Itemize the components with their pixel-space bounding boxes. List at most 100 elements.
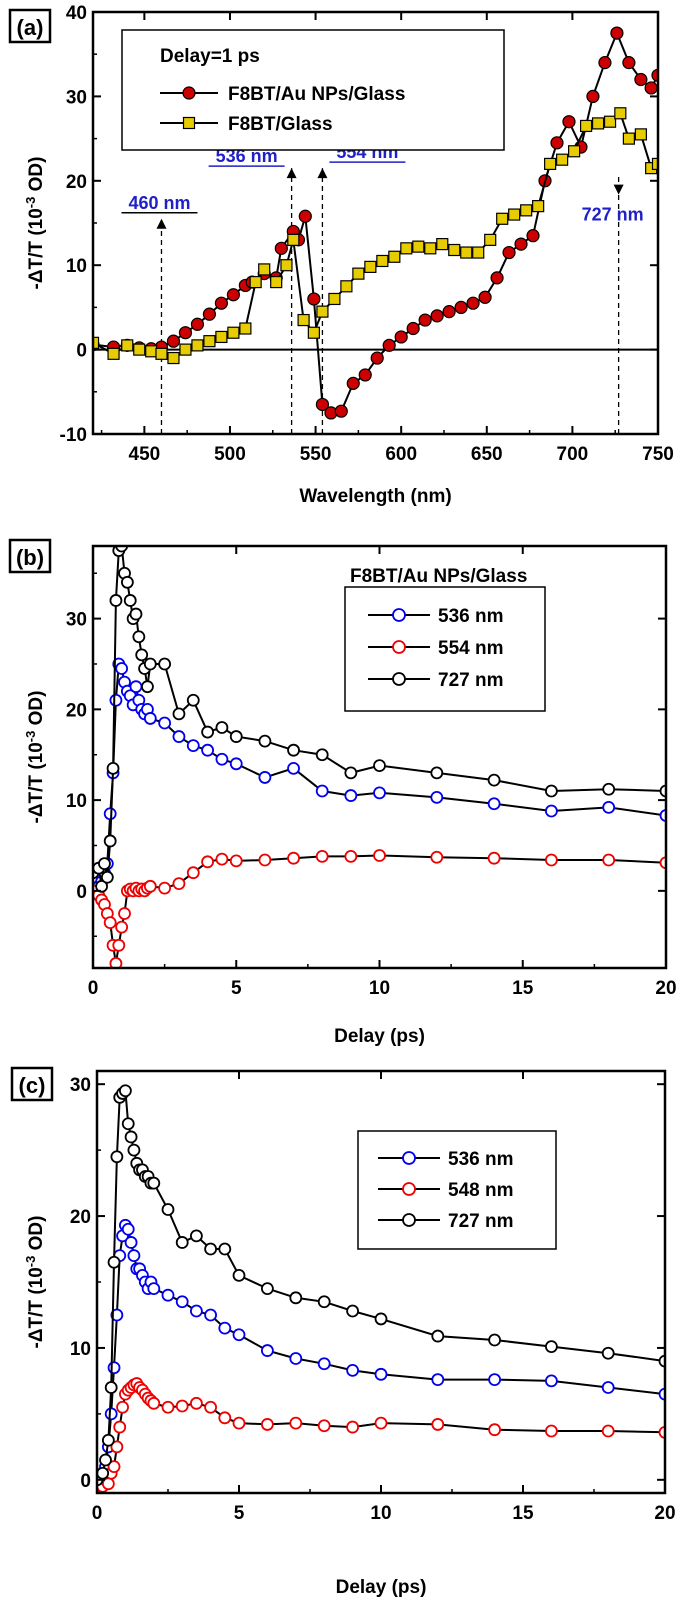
y-axis-label-unit: OD) — [26, 157, 47, 197]
data-point — [307, 326, 320, 339]
chart-panel-c: 0 5 10 15 20 0 10 20 30 Delay (ps) -ΔT/T (10-3 OD)… — [10, 1066, 676, 1598]
y-tick-label: 30 — [70, 1075, 91, 1096]
data-point — [602, 853, 616, 867]
data-point — [430, 790, 444, 804]
data-point — [110, 1150, 124, 1164]
legend-entry-label: 727 nm — [448, 1211, 513, 1232]
data-point — [658, 1387, 665, 1401]
data-point — [602, 800, 616, 814]
data-point — [260, 1418, 274, 1431]
data-point — [202, 307, 217, 321]
data-point — [113, 1420, 127, 1434]
x-tick-label: 10 — [369, 978, 390, 999]
data-point — [135, 648, 149, 662]
data-point — [622, 56, 636, 70]
data-point — [99, 1453, 112, 1467]
data-point — [610, 26, 624, 40]
data-point — [133, 343, 146, 356]
legend-marker — [402, 1213, 416, 1227]
data-point — [274, 241, 288, 255]
data-point — [123, 594, 137, 607]
data-point — [298, 209, 312, 223]
data-point — [287, 743, 300, 757]
panel-label-box — [10, 1066, 54, 1102]
data-point — [478, 290, 492, 304]
series-line-554-nm — [93, 854, 666, 964]
data-point — [109, 594, 123, 607]
data-point — [651, 68, 658, 82]
data-point — [186, 693, 200, 707]
y-tick-label: 0 — [76, 341, 87, 362]
data-point — [287, 761, 300, 775]
data-point — [591, 117, 605, 130]
data-point — [373, 849, 386, 862]
data-point — [190, 317, 205, 331]
data-point — [115, 662, 129, 675]
data-point — [172, 707, 186, 721]
x-tick-label: 500 — [214, 444, 246, 465]
data-point — [258, 853, 272, 867]
data-point — [601, 1381, 615, 1394]
data-point — [374, 1416, 388, 1430]
data-point — [143, 879, 157, 893]
data-point — [155, 347, 168, 360]
data-point — [364, 260, 377, 273]
data-point — [430, 850, 444, 864]
data-point — [317, 1419, 331, 1433]
data-point — [118, 907, 131, 920]
data-point — [287, 851, 300, 865]
data-point — [119, 1084, 132, 1098]
data-point — [161, 1400, 175, 1414]
data-point — [484, 233, 497, 246]
data-point — [289, 1291, 303, 1305]
data-point — [172, 877, 186, 890]
data-point — [436, 238, 449, 251]
x-axis-label: Delay (ps) — [334, 1026, 425, 1047]
data-point — [586, 89, 600, 104]
data-layer — [93, 26, 658, 420]
legend-title: Delay=1 ps — [160, 46, 260, 67]
data-point — [110, 1440, 124, 1454]
data-point — [227, 326, 240, 339]
data-point — [374, 1367, 388, 1381]
data-point — [98, 857, 111, 871]
data-point — [166, 334, 181, 348]
data-point — [260, 1344, 274, 1357]
data-point — [201, 725, 215, 739]
data-point — [340, 280, 353, 293]
data-point — [229, 757, 243, 771]
data-point — [260, 1282, 274, 1295]
data-point — [634, 128, 647, 141]
data-point — [158, 881, 172, 895]
x-tick-label: 15 — [512, 1503, 534, 1524]
data-point — [431, 1418, 445, 1431]
data-point — [344, 849, 358, 863]
data-point — [270, 275, 283, 289]
data-point — [388, 250, 401, 263]
x-tick-label: 0 — [88, 978, 99, 999]
data-point — [103, 834, 117, 848]
data-point — [158, 716, 172, 730]
data-point — [107, 1460, 121, 1474]
data-point — [129, 607, 143, 621]
data-point — [424, 242, 437, 255]
y-axis-label: -ΔT/T (10-3 OD) — [23, 1216, 48, 1349]
annotation-arrow-down — [613, 184, 624, 195]
data-point — [488, 1333, 502, 1347]
data-point — [287, 233, 300, 246]
series-line-536-nm — [97, 1222, 665, 1481]
data-point — [178, 326, 193, 340]
data-point — [172, 730, 186, 743]
data-point — [307, 292, 321, 306]
data-point — [107, 1255, 121, 1269]
annotation-label: 460 nm — [128, 193, 190, 213]
data-point — [143, 657, 157, 671]
data-point — [496, 212, 509, 225]
data-point — [104, 1381, 118, 1394]
data-point — [418, 313, 432, 327]
data-point — [121, 1117, 135, 1131]
data-point — [394, 330, 408, 344]
data-point — [634, 72, 648, 87]
data-point — [161, 1288, 175, 1302]
y-axis-label-main: -ΔT/T (10 — [26, 1267, 47, 1348]
